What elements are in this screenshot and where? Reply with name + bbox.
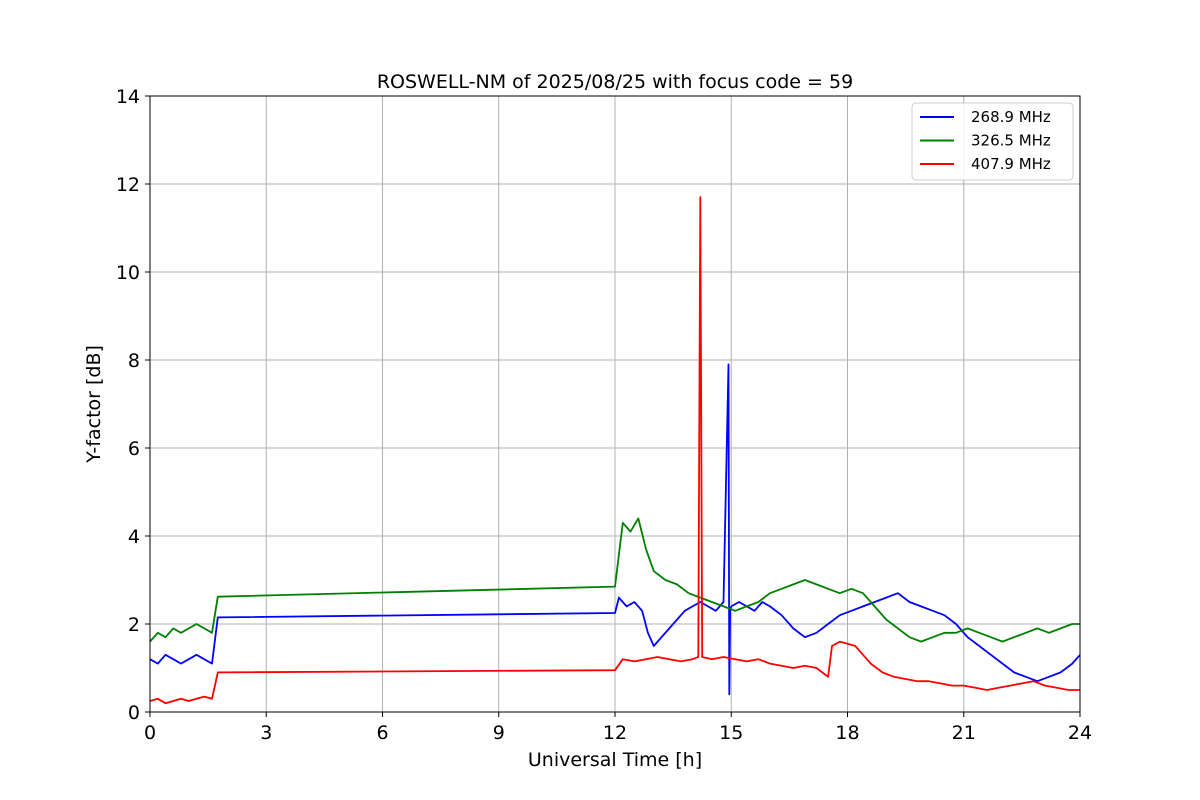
x-tick-label: 0 [144,722,156,744]
chart-title: ROSWELL-NM of 2025/08/25 with focus code… [377,71,853,93]
legend-label-1: 268.9 MHz [971,108,1051,126]
y-axis: 0 2 4 6 8 10 12 14 [116,86,150,724]
x-tick-label: 21 [952,722,976,744]
x-tick-label: 18 [835,722,859,744]
y-tick-label: 4 [128,526,140,548]
y-tick-label: 0 [128,702,140,724]
x-tick-label: 6 [376,722,388,744]
x-axis: 0 3 6 9 12 15 18 21 24 [144,712,1092,744]
series-line-2 [150,517,1080,643]
y-tick-label: 2 [128,614,140,636]
y-tick-label: 12 [116,174,140,196]
legend-label-3: 407.9 MHz [971,155,1051,173]
y-tick-label: 6 [128,438,140,460]
x-tick-label: 3 [260,722,272,744]
series-line-3 [150,196,1080,705]
x-tick-label: 24 [1068,722,1092,744]
series-layer [150,196,1080,705]
legend-label-2: 326.5 MHz [971,132,1051,150]
series-line-1 [150,363,1080,696]
legend-box [911,102,1074,181]
x-axis-label: Universal Time [h] [528,749,702,771]
legend: 268.9 MHz 326.5 MHz 407.9 MHz [911,102,1074,181]
y-axis-label: Y-factor [dB] [83,345,105,464]
x-tick-label: 15 [719,722,743,744]
y-tick-label: 10 [116,262,140,284]
y-tick-label: 14 [116,86,140,108]
x-tick-label: 9 [493,722,505,744]
y-tick-label: 8 [128,350,140,372]
x-tick-label: 12 [603,722,627,744]
